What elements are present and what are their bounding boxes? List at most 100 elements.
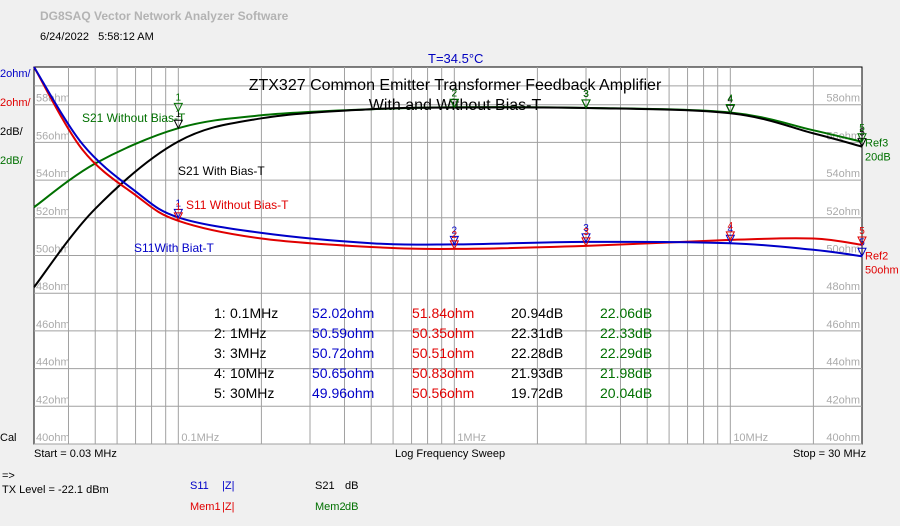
series-line-3[interactable]	[33, 66, 863, 258]
ref-value: 50ohm	[865, 265, 899, 277]
left-scale-label: 2ohm/	[0, 97, 32, 109]
marker-readout-cell: 20.94dB	[511, 305, 563, 321]
trace-legend-mem1-unit[interactable]: |Z|	[222, 501, 235, 513]
marker-number: 3	[583, 227, 589, 238]
marker-readout-cell: 51.84ohm	[412, 305, 474, 321]
marker-triangle[interactable]	[449, 98, 460, 109]
grid-label-left: 46ohm	[36, 319, 70, 331]
marker-readout-cell: 50.72ohm	[312, 345, 374, 361]
marker-triangle[interactable]	[581, 99, 591, 109]
marker-number: 1	[176, 202, 182, 213]
grid-label-right: 40ohm	[826, 432, 860, 444]
marker-number: 4	[728, 94, 734, 105]
marker-readout-cell: 50.65ohm	[312, 365, 374, 381]
marker-number: 1	[176, 198, 182, 209]
timestamp: 6/24/2022 5:58:12 AM	[40, 31, 154, 43]
marker-triangle[interactable]	[173, 208, 184, 219]
marker-readout-cell: 21.93dB	[511, 365, 563, 381]
stop-frequency: Stop = 30 MHz	[793, 448, 867, 460]
marker-readout-cell: 20.04dB	[600, 385, 652, 401]
left-scale-label: 2ohm/	[0, 68, 32, 80]
grid-label-left: 42ohm	[36, 394, 70, 406]
date: 6/24/2022	[40, 31, 89, 43]
marker-readout-cell: 0.1MHz	[230, 305, 278, 321]
ref-label: Ref3	[865, 137, 888, 149]
sweep-type: Log Frequency Sweep	[395, 448, 506, 460]
grid-label-right: 54ohm	[826, 168, 860, 180]
arrow-indicator: =>	[2, 470, 15, 482]
series-label: S21 With Bias-T	[178, 164, 265, 178]
marker-triangle[interactable]	[725, 234, 736, 245]
marker-readout-cell: 21.98dB	[600, 365, 652, 381]
marker-number: 3	[583, 89, 589, 100]
chart-title: ZTX327 Common Emitter Transformer Feedba…	[249, 77, 662, 94]
marker-readout-cell: 1:	[214, 305, 226, 321]
trace-legend-s21-label[interactable]: S21	[315, 480, 335, 492]
x-tick-label: 10MHz	[733, 432, 768, 444]
marker-readout-cell: 22.33dB	[600, 325, 652, 341]
marker-triangle[interactable]	[857, 138, 867, 148]
marker-triangle[interactable]	[725, 231, 736, 241]
trace-legend-s11-label[interactable]: S11	[190, 480, 209, 492]
marker-readout-cell: 22.29dB	[600, 345, 652, 361]
grid-label-left: 44ohm	[36, 357, 70, 369]
series-label: S21 Without Bias-T	[82, 111, 186, 125]
marker-number: 1	[176, 109, 182, 120]
ref-label: Ref2	[865, 251, 888, 263]
marker-triangle[interactable]	[581, 237, 591, 248]
trace-legend-s21-unit[interactable]: dB	[345, 480, 359, 492]
left-scale-label: 2dB/	[0, 126, 24, 138]
marker-triangle[interactable]	[449, 235, 460, 246]
series-line-1[interactable]	[33, 106, 863, 288]
marker-triangle[interactable]	[173, 119, 184, 130]
marker-number: 2	[452, 230, 458, 241]
grid-label-left: 48ohm	[36, 281, 70, 293]
marker-readout-cell: 22.06dB	[600, 305, 652, 321]
marker-readout-cell: 50.35ohm	[412, 325, 474, 341]
marker-readout-cell: 3MHz	[230, 345, 267, 361]
grid-label-right: 58ohm	[826, 93, 860, 105]
marker-number: 4	[728, 94, 734, 105]
ref-value: 20dB	[865, 151, 891, 163]
marker-number: 3	[583, 223, 589, 234]
marker-triangle[interactable]	[725, 104, 736, 114]
marker-triangle[interactable]	[857, 247, 867, 258]
marker-triangle[interactable]	[173, 212, 184, 222]
marker-number: 4	[728, 221, 734, 232]
trace-legend-mem2-label[interactable]: Mem2	[315, 501, 346, 513]
marker-triangle[interactable]	[857, 236, 867, 247]
app-title: DG8SAQ Vector Network Analyzer Software	[40, 9, 289, 23]
marker-readout-cell: 2:	[214, 325, 226, 341]
trace-legend-mem1-label[interactable]: Mem1	[190, 501, 221, 513]
grid-label-right: 48ohm	[826, 281, 860, 293]
grid-label-left: 40ohm	[36, 432, 70, 444]
marker-number: 5	[859, 226, 865, 237]
x-tick-label: 0.1MHz	[181, 432, 219, 444]
calibration-label: Cal	[0, 432, 17, 444]
x-tick-label: 1MHz	[457, 432, 486, 444]
marker-number: 5	[859, 123, 865, 134]
marker-triangle[interactable]	[857, 133, 867, 143]
tx-level[interactable]: TX Level = -22.1 dBm	[2, 484, 109, 496]
marker-triangle[interactable]	[449, 240, 460, 251]
grid-label-left: 52ohm	[36, 206, 70, 218]
marker-readout-cell: 50.56ohm	[412, 385, 474, 401]
marker-triangle[interactable]	[173, 102, 184, 113]
marker-readout-cell: 10MHz	[230, 365, 274, 381]
marker-readout-cell: 49.96ohm	[312, 385, 374, 401]
marker-number: 5	[859, 128, 865, 139]
grid-label-right: 42ohm	[826, 394, 860, 406]
trace-legend-mem2-unit[interactable]: dB	[345, 501, 359, 513]
grid-label-right: 46ohm	[826, 319, 860, 331]
series-line-2[interactable]	[33, 66, 863, 250]
time: 5:58:12 AM	[98, 31, 154, 43]
left-scale-label: 2dB/	[0, 155, 24, 167]
trace-legend-s11-unit[interactable]: |Z|	[222, 480, 235, 492]
marker-number: 3	[583, 89, 589, 100]
marker-readout-cell: 4:	[214, 365, 226, 381]
marker-readout-cell: 5:	[214, 385, 226, 401]
series-label: S11With Biat-T	[134, 241, 214, 255]
marker-readout-cell: 50.59ohm	[312, 325, 374, 341]
marker-readout-cell: 19.72dB	[511, 385, 563, 401]
